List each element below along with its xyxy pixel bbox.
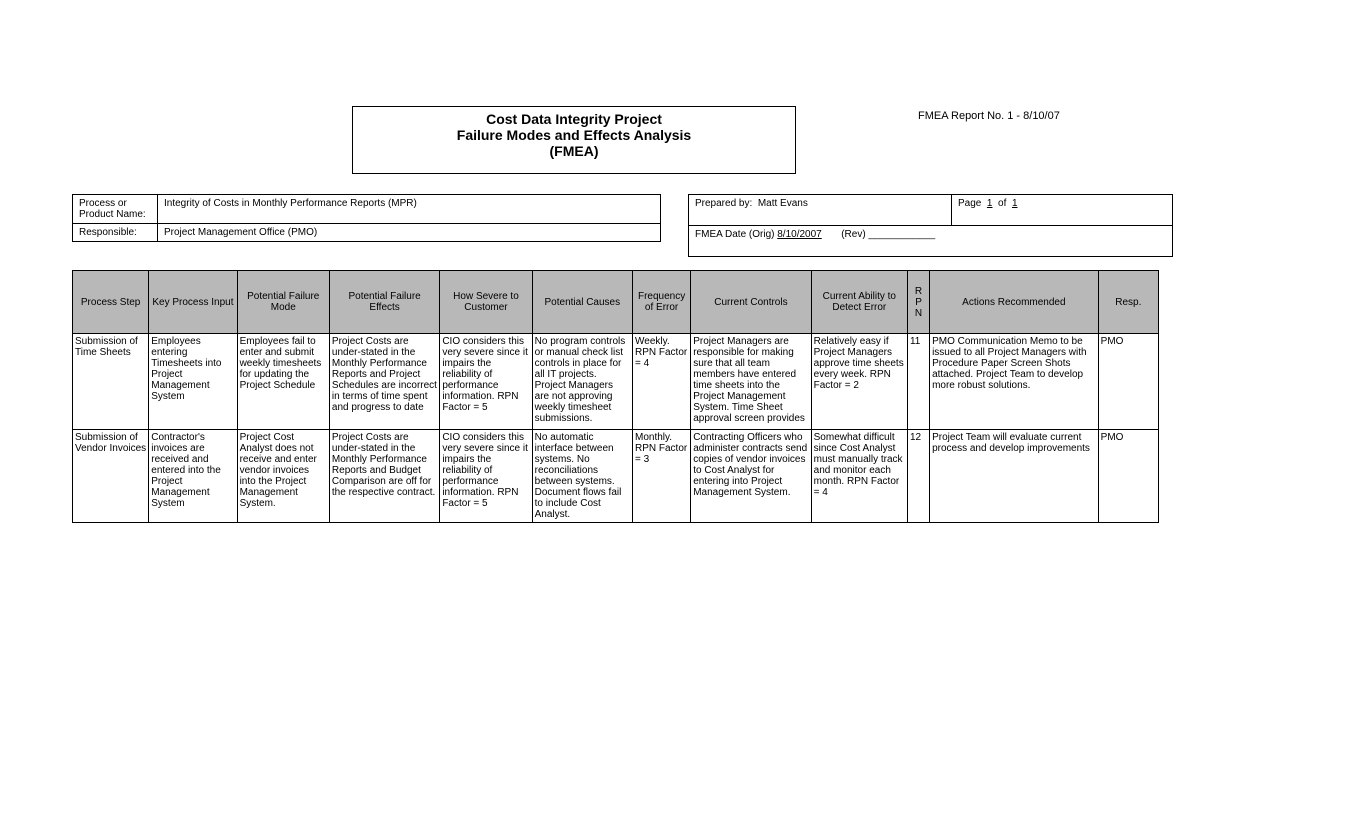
column-header: RPN xyxy=(907,271,929,334)
column-header: Actions Recommended xyxy=(930,271,1099,334)
fmea-main-table: Process StepKey Process InputPotential F… xyxy=(72,270,1159,523)
fmea-date-cell: FMEA Date (Orig) 8/10/2007 (Rev) _______… xyxy=(689,226,1173,257)
rev-blank: ____________ xyxy=(868,229,935,240)
fmea-date-label: FMEA Date (Orig) xyxy=(695,229,774,240)
column-header: Current Controls xyxy=(691,271,811,334)
product-name-label: Process or Product Name: xyxy=(73,195,158,224)
column-header: How Severe to Customer xyxy=(440,271,532,334)
table-cell: Project Costs are under-stated in the Mo… xyxy=(329,334,439,430)
page-current: 1 xyxy=(987,198,993,209)
table-cell: Project Costs are under-stated in the Mo… xyxy=(329,430,439,523)
table-row: Submission of Vendor InvoicesContractor'… xyxy=(73,430,1159,523)
rev-label: (Rev) xyxy=(841,229,865,240)
fmea-date-value: 8/10/2007 xyxy=(777,229,822,240)
title-line-1: Cost Data Integrity Project xyxy=(353,111,795,127)
table-cell: Employees entering Timesheets into Proje… xyxy=(149,334,237,430)
table-cell: 12 xyxy=(907,430,929,523)
responsible-label: Responsible: xyxy=(73,224,158,242)
table-cell: Relatively easy if Project Managers appr… xyxy=(811,334,907,430)
table-cell: No automatic interface between systems. … xyxy=(532,430,632,523)
table-row: Submission of Time SheetsEmployees enter… xyxy=(73,334,1159,430)
fmea-header-row: Process StepKey Process InputPotential F… xyxy=(73,271,1159,334)
column-header: Current Ability to Detect Error xyxy=(811,271,907,334)
report-number: FMEA Report No. 1 - 8/10/07 xyxy=(918,110,1060,122)
column-header: Potential Failure Effects xyxy=(329,271,439,334)
table-cell: Submission of Time Sheets xyxy=(73,334,149,430)
fmea-report-page: FMEA Report No. 1 - 8/10/07 Cost Data In… xyxy=(0,0,1345,817)
page-cell: Page 1 of 1 xyxy=(952,195,1173,226)
table-cell: Weekly. RPN Factor = 4 xyxy=(633,334,691,430)
column-header: Process Step xyxy=(73,271,149,334)
table-cell: Project Cost Analyst does not receive an… xyxy=(237,430,329,523)
title-box: Cost Data Integrity Project Failure Mode… xyxy=(352,106,796,174)
prepared-by-label: Prepared by: xyxy=(695,198,752,209)
column-header: Potential Causes xyxy=(532,271,632,334)
column-header: Potential Failure Mode xyxy=(237,271,329,334)
table-cell: CIO considers this very severe since it … xyxy=(440,334,532,430)
column-header: Frequency of Error xyxy=(633,271,691,334)
meta-right-table: Prepared by: Matt Evans Page 1 of 1 FMEA… xyxy=(688,194,1173,257)
table-cell: PMO Communication Memo to be issued to a… xyxy=(930,334,1099,430)
product-name-value: Integrity of Costs in Monthly Performanc… xyxy=(158,195,661,224)
meta-left-table: Process or Product Name: Integrity of Co… xyxy=(72,194,661,242)
table-cell: CIO considers this very severe since it … xyxy=(440,430,532,523)
table-cell: 11 xyxy=(907,334,929,430)
table-cell: PMO xyxy=(1098,430,1158,523)
title-line-3: (FMEA) xyxy=(353,143,795,159)
table-cell: PMO xyxy=(1098,334,1158,430)
column-header: Resp. xyxy=(1098,271,1158,334)
table-cell: Project Managers are responsible for mak… xyxy=(691,334,811,430)
table-cell: Somewhat difficult since Cost Analyst mu… xyxy=(811,430,907,523)
title-line-2: Failure Modes and Effects Analysis xyxy=(353,127,795,143)
column-header: Key Process Input xyxy=(149,271,237,334)
table-cell: Project Team will evaluate current proce… xyxy=(930,430,1099,523)
page-total: 1 xyxy=(1012,198,1018,209)
table-cell: Submission of Vendor Invoices xyxy=(73,430,149,523)
responsible-value: Project Management Office (PMO) xyxy=(158,224,661,242)
prepared-by-value: Matt Evans xyxy=(758,198,808,209)
page-label: Page xyxy=(958,198,981,209)
table-cell: Monthly. RPN Factor = 3 xyxy=(633,430,691,523)
table-cell: Contractor's invoices are received and e… xyxy=(149,430,237,523)
prepared-by-cell: Prepared by: Matt Evans xyxy=(689,195,952,226)
table-cell: Contracting Officers who administer cont… xyxy=(691,430,811,523)
page-of-label: of xyxy=(998,198,1006,209)
table-cell: Employees fail to enter and submit weekl… xyxy=(237,334,329,430)
table-cell: No program controls or manual check list… xyxy=(532,334,632,430)
